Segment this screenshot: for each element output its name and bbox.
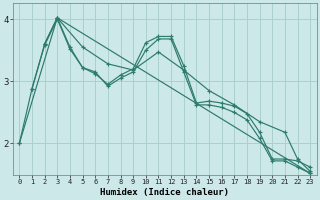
X-axis label: Humidex (Indice chaleur): Humidex (Indice chaleur) — [100, 188, 229, 197]
